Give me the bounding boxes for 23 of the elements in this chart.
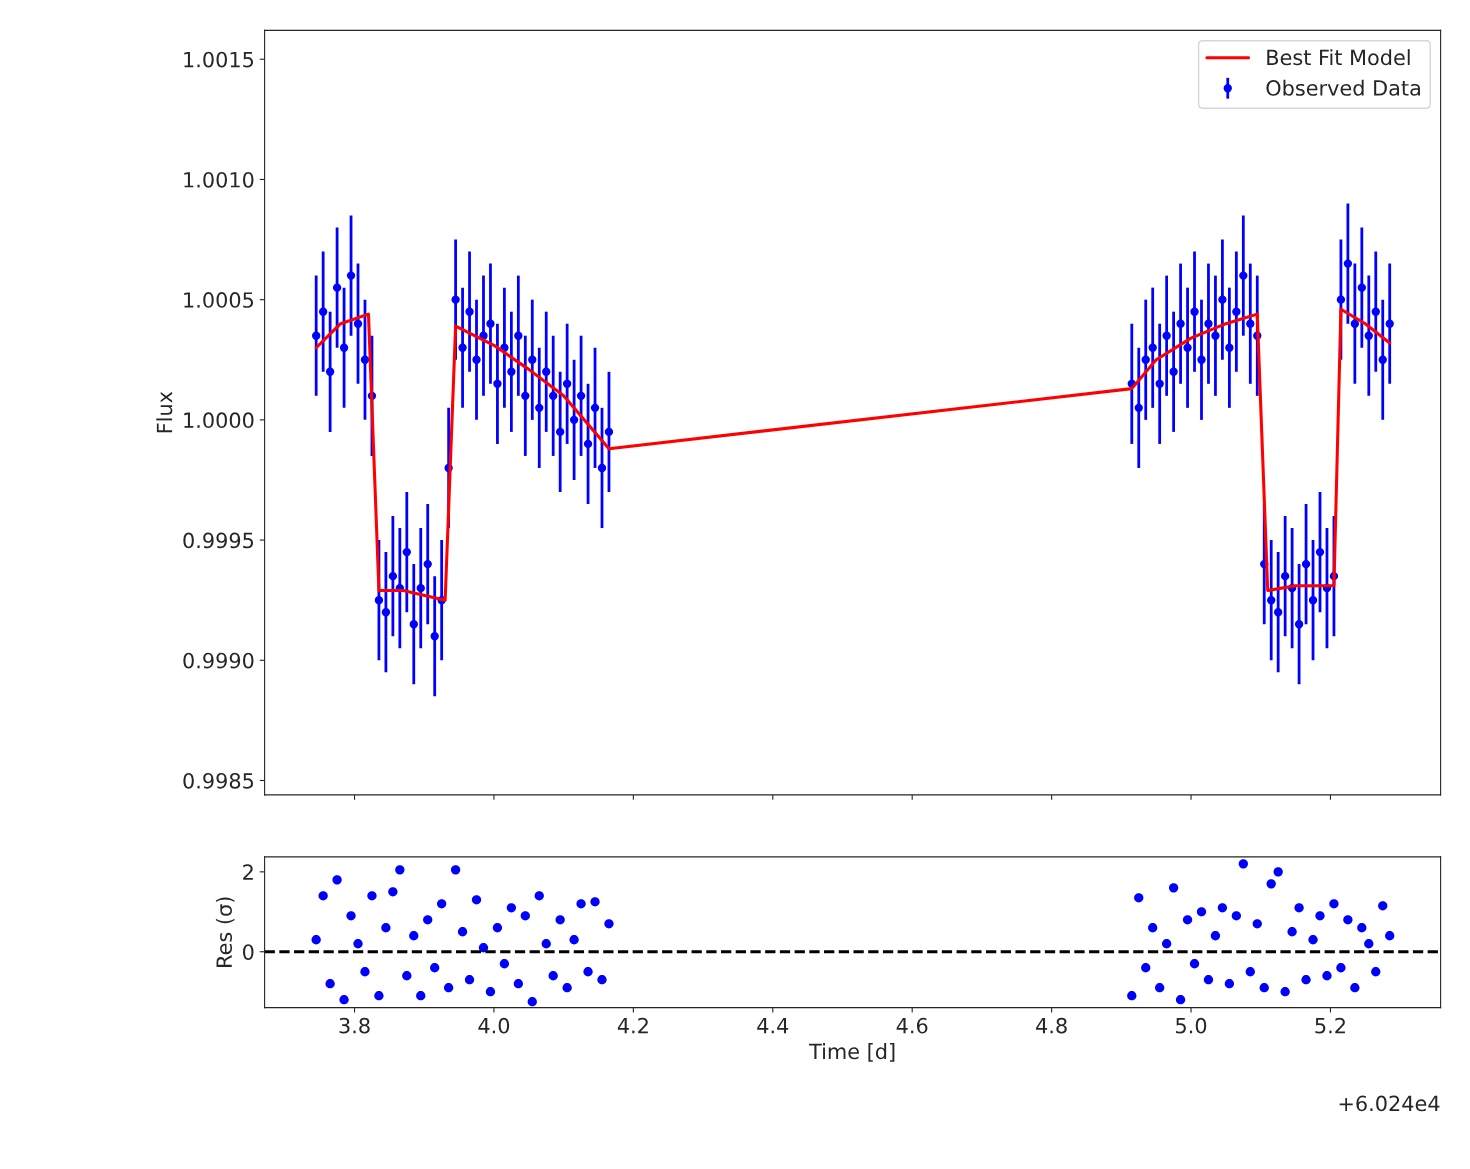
x-tick-label: 4.2 (617, 1017, 648, 1034)
y-tick-label: 1.0005 (184, 292, 254, 308)
y-tick-label: 2 (243, 864, 253, 880)
y-axis-title: Flux (156, 391, 173, 433)
y-tick-label: 0.9985 (183, 772, 254, 789)
y-tick-label: 0.9990 (183, 652, 254, 669)
y-tick-label: 0 (243, 944, 254, 960)
x-tick-label: 4.0 (478, 1017, 510, 1034)
x-tick-label: 4.6 (896, 1017, 928, 1034)
x-axis-title: Time [d] (809, 1043, 895, 1062)
y-tick-label: 1.0000 (184, 412, 254, 429)
x-tick-label: 4.8 (1036, 1017, 1067, 1034)
x-tick-label: 5.2 (1315, 1017, 1345, 1034)
y-tick-label: 1.0010 (184, 171, 254, 188)
x-tick-label: 3.8 (339, 1017, 370, 1034)
x-tick-label: 4.4 (757, 1018, 789, 1034)
x-tick-label: 5.0 (1176, 1017, 1207, 1034)
y-axis-title: Res (σ) (215, 897, 235, 967)
y-tick-label: 1.0015 (184, 51, 254, 68)
legend-label: Observed Data (1266, 79, 1420, 96)
y-tick-label: 0.9995 (183, 532, 254, 549)
legend-label: Best Fit Model (1267, 49, 1410, 66)
text: +6.024e4 (1339, 1095, 1440, 1112)
